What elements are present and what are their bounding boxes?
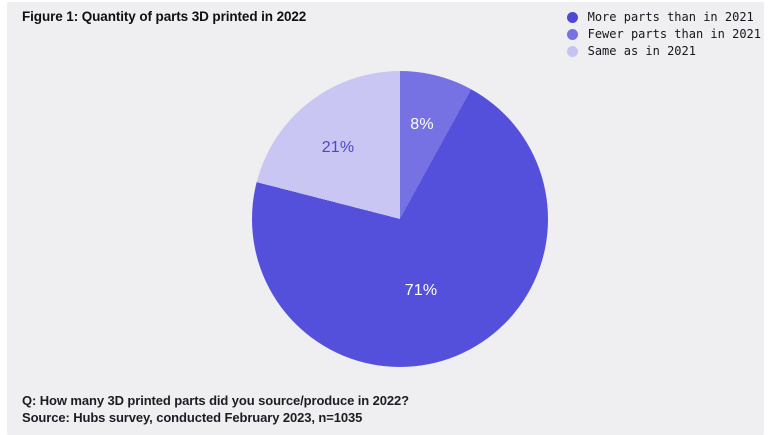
slice-label-fewer-8pct: 8% xyxy=(410,116,434,133)
chart-legend: More parts than in 2021 Fewer parts than… xyxy=(566,9,761,60)
pie-chart: 8% 71% 21% xyxy=(252,71,548,367)
slice-label-more-71pct: 71% xyxy=(404,282,438,299)
legend-label-same: Same as in 2021 xyxy=(587,44,696,58)
legend-swatch-more-icon xyxy=(566,11,578,23)
figure-title: Figure 1: Quantity of parts 3D printed i… xyxy=(22,9,307,24)
legend-swatch-fewer-icon xyxy=(566,28,578,40)
legend-label-fewer: Fewer parts than in 2021 xyxy=(587,27,761,41)
legend-item-same-as-2021: Same as in 2021 xyxy=(566,43,761,59)
footer-source: Source: Hubs survey, conducted February … xyxy=(22,410,363,425)
legend-swatch-same-icon xyxy=(566,45,578,57)
figure-footer: Q: How many 3D printed parts did you sou… xyxy=(22,392,409,426)
legend-item-more-than-2021: More parts than in 2021 xyxy=(566,9,761,25)
footer-question: Q: How many 3D printed parts did you sou… xyxy=(22,393,409,408)
pie-circle xyxy=(252,71,548,367)
slice-label-same-21pct: 21% xyxy=(321,139,355,156)
legend-item-fewer-than-2021: Fewer parts than in 2021 xyxy=(566,26,761,42)
legend-label-more: More parts than in 2021 xyxy=(587,10,754,24)
